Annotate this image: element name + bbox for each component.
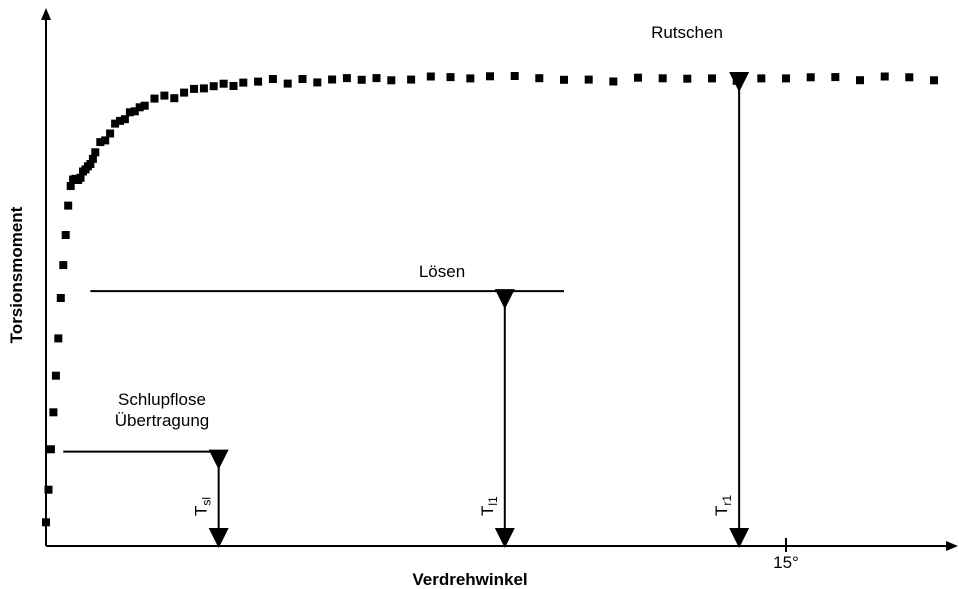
- y-axis-arrowhead: [41, 8, 51, 20]
- data-point: [782, 74, 790, 83]
- data-point: [59, 261, 68, 270]
- data-point: [535, 74, 544, 83]
- symbol-label-tr1: Tr1: [712, 495, 734, 516]
- data-point: [229, 82, 238, 90]
- data-point: [407, 75, 416, 84]
- symbol-label-tl1: Tl1: [478, 496, 500, 516]
- axes: [41, 8, 958, 551]
- data-point: [125, 108, 134, 117]
- x-ticks: 15°: [773, 538, 799, 572]
- data-point: [150, 94, 159, 103]
- data-point: [44, 485, 53, 494]
- annotation-label-tr1: Rutschen: [651, 23, 723, 42]
- data-point: [51, 371, 60, 380]
- data-point: [372, 74, 381, 83]
- data-point: [91, 148, 100, 157]
- data-point: [76, 173, 85, 182]
- data-point: [180, 88, 189, 97]
- data-point: [357, 75, 366, 84]
- data-point: [446, 73, 455, 82]
- data-point: [486, 72, 494, 81]
- data-point: [387, 76, 396, 85]
- data-point: [54, 334, 63, 343]
- data-point: [160, 91, 169, 100]
- data-point: [42, 518, 50, 527]
- data-point: [831, 73, 840, 82]
- data-point: [64, 201, 73, 210]
- data-point: [510, 72, 519, 80]
- data-point: [199, 84, 208, 93]
- data-point: [905, 73, 914, 82]
- x-axis-arrowhead: [946, 541, 958, 551]
- data-point: [268, 75, 277, 83]
- data-point: [66, 182, 75, 190]
- data-point: [806, 73, 815, 82]
- data-point: [116, 116, 124, 125]
- data-point: [96, 138, 105, 147]
- data-points: [42, 72, 938, 527]
- data-point: [426, 72, 435, 81]
- data-point: [86, 160, 95, 168]
- y-axis-label: Torsionsmoment: [7, 206, 26, 343]
- symbol-label-tsl: Tsl: [192, 497, 214, 516]
- data-point: [254, 77, 263, 86]
- data-point: [683, 74, 692, 83]
- data-point: [135, 103, 144, 112]
- data-point: [658, 74, 667, 83]
- data-point: [283, 79, 292, 88]
- data-point: [930, 76, 938, 85]
- data-point: [101, 136, 110, 145]
- data-point: [342, 74, 351, 83]
- data-point: [61, 231, 70, 239]
- data-point: [560, 75, 568, 84]
- annotation-label-tl1: Lösen: [419, 262, 465, 281]
- data-point: [328, 75, 337, 84]
- x-axis-label: Verdrehwinkel: [412, 570, 527, 589]
- data-point: [584, 75, 593, 84]
- annotations: Tsl Schlupflose Übertragung Tl1 Lösen Tr1 Ruts…: [63, 23, 750, 548]
- data-point: [130, 107, 139, 116]
- data-point: [634, 73, 642, 82]
- data-point: [880, 72, 889, 81]
- annotation-label-tsl: Schlupflose: [118, 390, 206, 409]
- data-point: [239, 78, 248, 87]
- data-point: [298, 75, 307, 83]
- data-point: [219, 79, 228, 88]
- data-point: [170, 94, 179, 103]
- data-point: [140, 101, 149, 110]
- x-tick-label: 15°: [773, 553, 799, 572]
- data-point: [609, 77, 618, 86]
- data-point: [190, 84, 198, 93]
- data-point: [49, 408, 58, 417]
- data-point: [466, 74, 475, 83]
- data-point: [111, 119, 120, 128]
- data-point: [120, 115, 129, 124]
- data-point: [56, 294, 65, 302]
- data-point: [46, 445, 55, 454]
- data-point: [856, 76, 864, 85]
- data-point: [757, 74, 766, 83]
- data-point: [313, 78, 322, 87]
- annotation-label2-tsl: Übertragung: [115, 411, 210, 430]
- data-point: [88, 154, 97, 163]
- data-point: [708, 74, 716, 83]
- data-point: [209, 82, 218, 91]
- data-point: [106, 129, 115, 138]
